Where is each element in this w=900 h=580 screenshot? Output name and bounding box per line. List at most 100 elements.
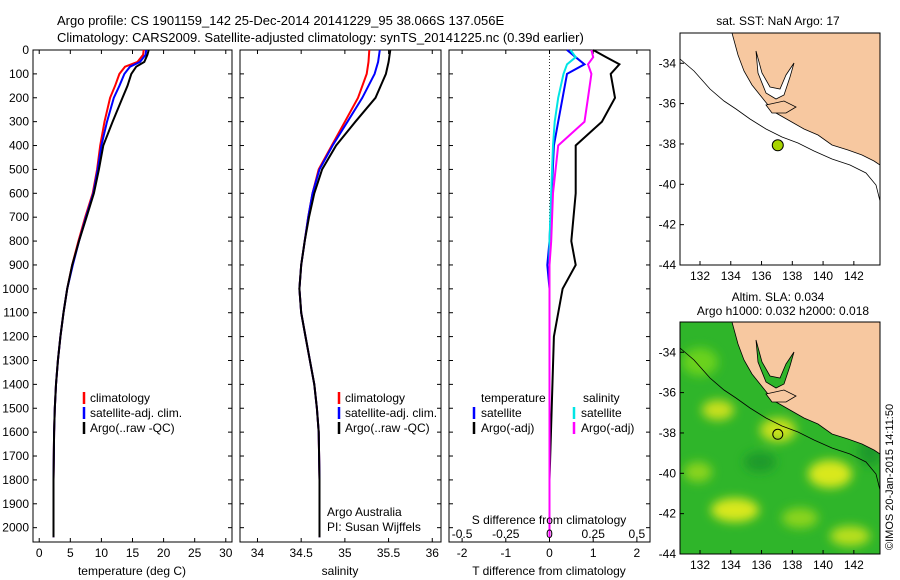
x-tick-label: 34.5 bbox=[289, 546, 313, 560]
y-tick-label: 300 bbox=[9, 115, 29, 129]
sst-map-isobath bbox=[680, 58, 880, 202]
y-tick-label: 1100 bbox=[3, 306, 29, 320]
header-line1: Argo profile: CS 1901159_142 25-Dec-2014… bbox=[57, 13, 504, 28]
sla-map-anomalies bbox=[682, 348, 880, 546]
sst-map-float-marker bbox=[771, 139, 784, 152]
sla-map-border bbox=[679, 321, 881, 555]
map-x-tick-label: 136 bbox=[752, 558, 772, 572]
map-y-tick-label: -36 bbox=[659, 97, 677, 111]
map-y-tick-label: -40 bbox=[659, 466, 677, 480]
y-tick-label: 1900 bbox=[2, 497, 29, 511]
x-tick-label: -1 bbox=[500, 546, 511, 560]
map-y-tick-label: -42 bbox=[659, 218, 677, 232]
x-tick-label: 20 bbox=[157, 546, 171, 560]
sla-map-subtitle: Argo h1000: 0.032 h2000: 0.018 bbox=[697, 304, 869, 318]
legend-label-t-argo: Argo(-adj) bbox=[481, 421, 534, 435]
sst-map-island bbox=[765, 100, 797, 114]
header-line2: Climatology: CARS2009. Satellite-adjuste… bbox=[57, 30, 584, 45]
temperature-legend: climatology satellite-adj. clim. Argo(..… bbox=[82, 391, 182, 435]
x-tick-label: 34 bbox=[251, 546, 265, 560]
top-x-tick-label: 0 bbox=[546, 527, 553, 541]
x-tick-label: 10 bbox=[95, 546, 109, 560]
y-tick-label: 0 bbox=[22, 43, 29, 57]
x-tick-label: 35.5 bbox=[377, 546, 401, 560]
sst-map-gulf bbox=[755, 50, 795, 100]
map-x-tick-label: 140 bbox=[813, 269, 833, 283]
difference-panel: -2 -1 0 1 2 S difference from climatology -0… bbox=[448, 49, 651, 578]
map-y-tick-label: -38 bbox=[659, 137, 677, 151]
sla-map-panel: Altim. SLA: 0.034 Argo h1000: 0.032 h200… bbox=[659, 290, 881, 572]
map-x-tick-label: 132 bbox=[690, 269, 710, 283]
salinity-series bbox=[298, 49, 392, 538]
series-line-12 bbox=[298, 49, 392, 538]
sst-map-frame bbox=[680, 33, 880, 265]
map-y-tick-label: -34 bbox=[659, 56, 677, 70]
map-x-tick-label: 142 bbox=[844, 558, 864, 572]
y-tick-label: 100 bbox=[9, 67, 29, 81]
sla-map-title: Altim. SLA: 0.034 bbox=[732, 290, 825, 304]
salinity-note-org: Argo Australia bbox=[327, 505, 402, 519]
legend-label-satellite: satellite-adj. clim. bbox=[345, 406, 437, 420]
sla-map-float-marker bbox=[772, 428, 784, 440]
series-line-21 bbox=[548, 49, 621, 538]
y-tick-label: 500 bbox=[9, 162, 29, 176]
y-tick-label: 1400 bbox=[2, 377, 29, 391]
x-tick-label: 30 bbox=[219, 546, 233, 560]
salinity-legend: climatology satellite-adj. clim. Argo(..… bbox=[337, 391, 437, 435]
temperature-panel: 0100200300400500600700800900100011001200… bbox=[2, 43, 232, 578]
map-x-tick-label: 138 bbox=[782, 558, 802, 572]
legend-label-satellite: satellite-adj. clim. bbox=[90, 406, 182, 420]
salinity-panel: 34 34.5 35 35.5 36 salinity climatology sate… bbox=[239, 49, 442, 578]
map-y-tick-label: -40 bbox=[659, 177, 677, 191]
temperature-ticks: 0100200300400500600700800900100011001200… bbox=[2, 43, 232, 560]
salinity-note-pi: PI: Susan Wijffels bbox=[327, 520, 421, 534]
difference-series bbox=[546, 49, 621, 538]
y-tick-label: 2000 bbox=[2, 521, 29, 535]
map-y-tick-label: -36 bbox=[659, 386, 677, 400]
y-tick-label: 1700 bbox=[2, 449, 29, 463]
difference-legend: temperature satellite Argo(-adj) salinit… bbox=[472, 391, 634, 435]
x-tick-label: 35 bbox=[338, 546, 352, 560]
x-tick-label: 1 bbox=[590, 546, 597, 560]
series-line-2 bbox=[52, 49, 150, 538]
map-x-tick-label: 138 bbox=[782, 269, 802, 283]
map-x-tick-label: 134 bbox=[721, 558, 741, 572]
legend-label-climatology: climatology bbox=[90, 391, 150, 405]
x-tick-label: 25 bbox=[188, 546, 202, 560]
sla-map-gulf bbox=[755, 339, 795, 389]
legend-label-argo: Argo(..raw -QC) bbox=[90, 421, 175, 435]
x-tick-label: 5 bbox=[67, 546, 74, 560]
salinity-xlabel: salinity bbox=[322, 564, 359, 578]
x-tick-label: 36 bbox=[426, 546, 440, 560]
y-tick-label: 400 bbox=[9, 139, 29, 153]
map-y-tick-label: -34 bbox=[659, 345, 677, 359]
y-tick-label: 800 bbox=[9, 234, 29, 248]
temperature-axes-box bbox=[32, 49, 233, 543]
map-x-tick-label: 142 bbox=[844, 269, 864, 283]
series-line-23 bbox=[548, 49, 595, 538]
salinity-axes-box bbox=[239, 49, 442, 543]
y-tick-label: 1800 bbox=[2, 473, 29, 487]
sst-map-ticks: 132 134 136 138 140 142 -34 -36 -38 -40 -42 -44 bbox=[659, 56, 865, 283]
top-x-tick-label: -0.25 bbox=[492, 527, 520, 541]
y-tick-label: 1000 bbox=[2, 282, 29, 296]
legend-head-salinity: salinity bbox=[583, 391, 620, 405]
salinity-ticks: 34 34.5 35 35.5 36 bbox=[240, 49, 441, 560]
difference-salinity-ticks: -0.5 -0.25 0 0.25 0.5 bbox=[452, 527, 646, 541]
map-y-tick-label: -44 bbox=[659, 258, 677, 272]
sst-map-panel: sat. SST: NaN Argo: 17 132 134 136 138 140 14… bbox=[659, 14, 881, 283]
map-y-tick-label: -42 bbox=[659, 507, 677, 521]
legend-label-s-argo: Argo(-adj) bbox=[581, 421, 634, 435]
legend-label-t-satellite: satellite bbox=[481, 406, 522, 420]
y-tick-label: 1300 bbox=[2, 353, 29, 367]
map-x-tick-label: 134 bbox=[721, 269, 741, 283]
difference-xlabel: T difference from climatology bbox=[472, 564, 626, 578]
map-y-tick-label: -38 bbox=[659, 426, 677, 440]
legend-label-s-satellite: satellite bbox=[581, 406, 622, 420]
map-x-tick-label: 132 bbox=[690, 558, 710, 572]
top-x-tick-label: -0.5 bbox=[452, 527, 473, 541]
x-tick-label: -2 bbox=[457, 546, 468, 560]
credit-stamp: ©IMOS 20-Jan-2015 14:11:50 bbox=[884, 403, 896, 550]
legend-label-climatology: climatology bbox=[345, 391, 405, 405]
